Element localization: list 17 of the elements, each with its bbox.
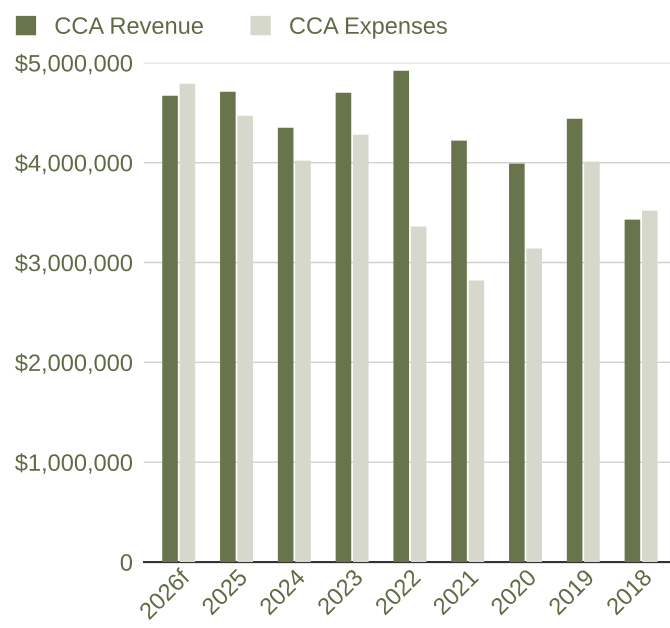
y-tick-label: $3,000,000 (15, 254, 132, 274)
bar (336, 92, 352, 562)
bar (393, 70, 410, 562)
y-tick-label: $1,000,000 (15, 453, 132, 474)
legend-label: CCA Revenue (56, 17, 203, 34)
bar (162, 96, 178, 562)
legend-label: CCA Expenses (290, 17, 447, 39)
bar (278, 128, 294, 562)
bar (509, 164, 525, 562)
y-tick-label: $5,000,000 (15, 54, 132, 74)
y-tick-label: 0 (120, 554, 132, 571)
bar (624, 220, 640, 562)
y-tick-label: $4,000,000 (15, 154, 132, 174)
bar (566, 118, 582, 562)
bar (451, 140, 467, 562)
y-tick-label: $2,000,000 (15, 353, 132, 374)
bar (220, 92, 236, 562)
